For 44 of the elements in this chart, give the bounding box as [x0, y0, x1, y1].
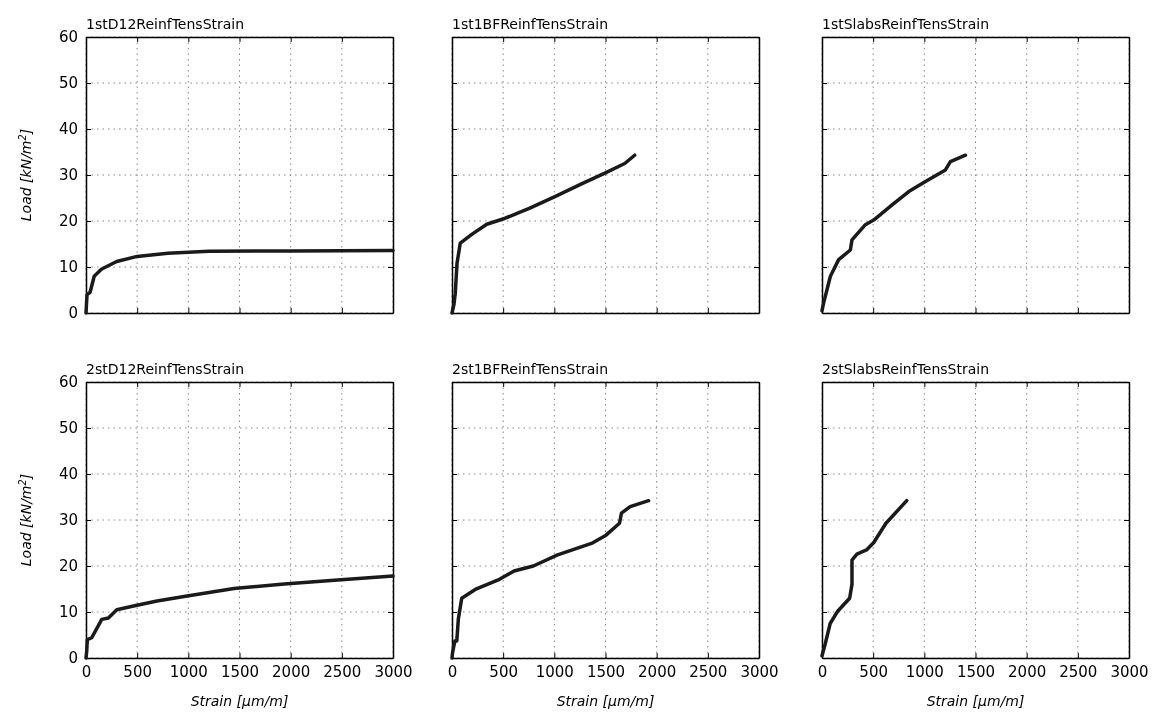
- x-tick-label: 3000: [740, 662, 779, 681]
- x-tick-label: 1500: [586, 662, 626, 681]
- x-tick-label: 1000: [905, 662, 944, 681]
- y-tick-label: 20: [58, 557, 78, 576]
- x-tick-label: 2500: [323, 662, 362, 681]
- x-axis-title: Strain [μm/m]: [556, 693, 655, 709]
- chart-title: 2stD12ReinfTensStrain: [86, 361, 245, 377]
- x-tick-label: 1500: [956, 662, 996, 681]
- chart-title: 1stSlabsReinfTensStrain: [822, 16, 990, 32]
- y-tick-label: 30: [58, 166, 78, 185]
- chart-title: 2stSlabsReinfTensStrain: [822, 361, 990, 377]
- chart-title: 1st1BFReinfTensStrain: [452, 16, 609, 32]
- x-tick-label: 0: [81, 662, 92, 681]
- y-tick-label: 60: [58, 28, 78, 47]
- x-tick-label: 3000: [1110, 662, 1149, 681]
- x-tick-label: 1000: [535, 662, 574, 681]
- y-tick-label: 0: [68, 649, 78, 668]
- y-tick-label: 10: [58, 603, 78, 622]
- chart-title: 2st1BFReinfTensStrain: [452, 361, 609, 377]
- x-tick-label: 0: [447, 662, 458, 681]
- chart-title: 1stD12ReinfTensStrain: [86, 16, 245, 32]
- x-axis-title: Strain [μm/m]: [926, 693, 1025, 709]
- x-tick-label: 2000: [1008, 662, 1047, 681]
- x-tick-label: 500: [123, 662, 152, 681]
- y-tick-label: 10: [58, 258, 78, 277]
- y-tick-label: 60: [58, 373, 78, 392]
- x-tick-label: 0: [817, 662, 828, 681]
- x-tick-label: 2000: [638, 662, 677, 681]
- x-tick-label: 1500: [220, 662, 260, 681]
- x-axis-title: Strain [μm/m]: [190, 693, 289, 709]
- x-tick-label: 3000: [374, 662, 413, 681]
- y-tick-label: 0: [68, 304, 78, 323]
- x-tick-label: 2500: [1059, 662, 1098, 681]
- x-tick-label: 500: [859, 662, 888, 681]
- x-tick-label: 2500: [689, 662, 728, 681]
- y-tick-label: 30: [58, 511, 78, 530]
- x-tick-label: 1000: [169, 662, 208, 681]
- y-tick-label: 20: [58, 212, 78, 231]
- x-tick-label: 2000: [272, 662, 311, 681]
- y-tick-label: 50: [58, 419, 78, 438]
- y-tick-label: 40: [58, 465, 78, 484]
- x-tick-label: 500: [489, 662, 518, 681]
- y-tick-label: 40: [58, 120, 78, 139]
- y-tick-label: 50: [58, 74, 78, 93]
